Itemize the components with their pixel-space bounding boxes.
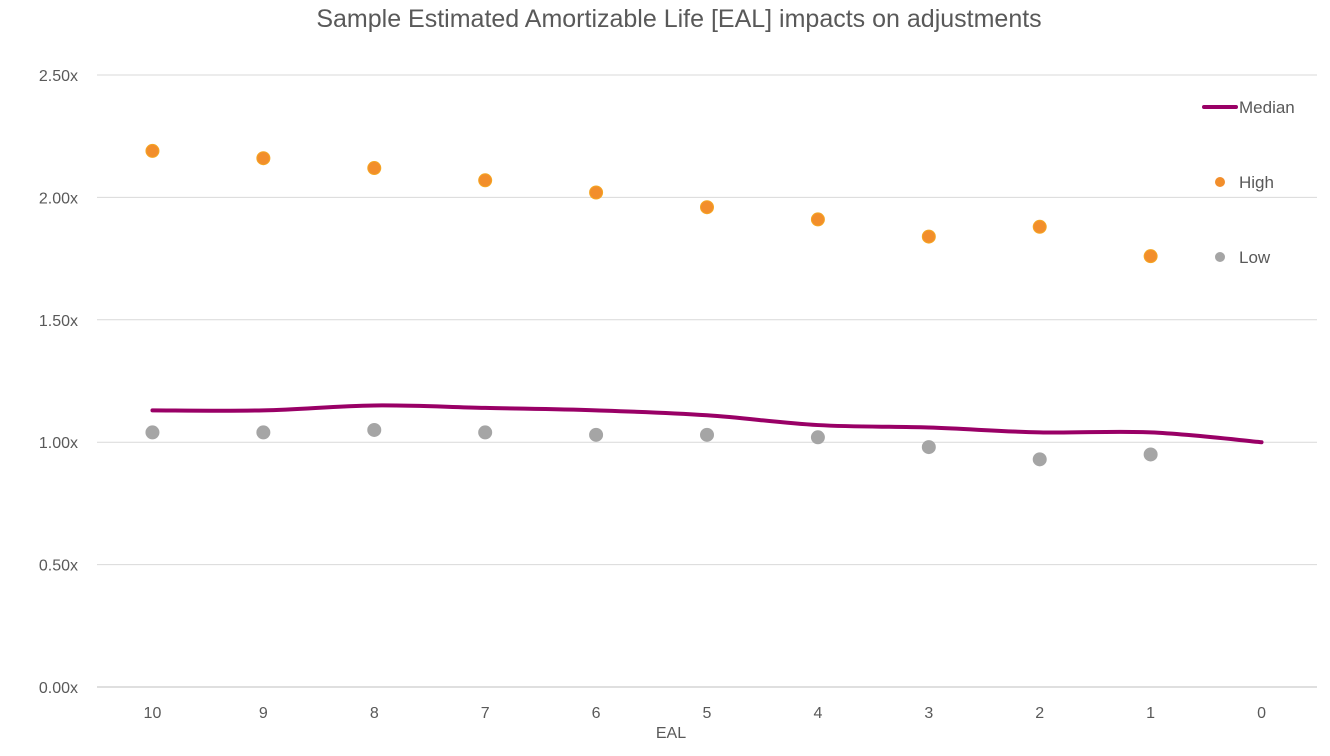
x-axis-title: EAL [656,725,686,742]
low-point [1032,452,1047,467]
x-tick-label: 6 [592,705,601,722]
low-point [1143,447,1158,462]
chart-title: Sample Estimated Amortizable Life [EAL] … [316,5,1041,33]
high-legend-label: High [1239,173,1274,192]
high-point [700,200,714,215]
legend: Median High Low [1202,98,1295,267]
y-tick-label: 2.00x [39,190,78,207]
low-point [589,427,604,442]
x-axis-ticks: 10 9 8 7 6 5 4 3 2 1 0 [144,705,1267,722]
low-point [145,425,160,440]
low-legend-swatch [1215,252,1225,262]
x-tick-label: 7 [481,705,490,722]
y-axis-ticks: 0.00x 0.50x 1.00x 1.50x 2.00x 2.50x [39,68,78,697]
low-point [921,440,936,455]
x-tick-label: 0 [1257,705,1266,722]
high-point [589,185,604,200]
high-point [1143,249,1158,264]
x-tick-label: 5 [703,705,712,722]
x-tick-label: 1 [1146,705,1155,722]
y-tick-label: 0.50x [39,558,78,575]
x-tick-label: 8 [370,705,379,722]
high-legend-swatch [1215,177,1225,187]
high-point [256,151,271,166]
low-point [367,422,382,437]
plot-series [145,143,1264,467]
high-point [1032,219,1047,234]
low-legend-label: Low [1239,248,1271,267]
low-point [256,425,271,440]
median-series-line [150,403,1264,445]
low-point [478,425,493,440]
high-point [478,173,493,188]
median-legend-label: Median [1239,98,1295,117]
low-point [700,427,714,442]
low-point [810,430,825,445]
x-tick-label: 2 [1035,705,1044,722]
x-tick-label: 10 [144,705,162,722]
y-tick-label: 1.50x [39,313,78,330]
y-tick-label: 2.50x [39,68,78,85]
gridlines [97,74,1317,688]
high-point [921,229,936,244]
y-tick-label: 1.00x [39,435,78,452]
x-tick-label: 9 [259,705,268,722]
high-point [810,212,825,227]
high-point [367,161,382,176]
y-tick-label: 0.00x [39,680,78,697]
x-tick-label: 4 [813,705,822,722]
x-tick-label: 3 [924,705,933,722]
high-point [145,143,160,158]
